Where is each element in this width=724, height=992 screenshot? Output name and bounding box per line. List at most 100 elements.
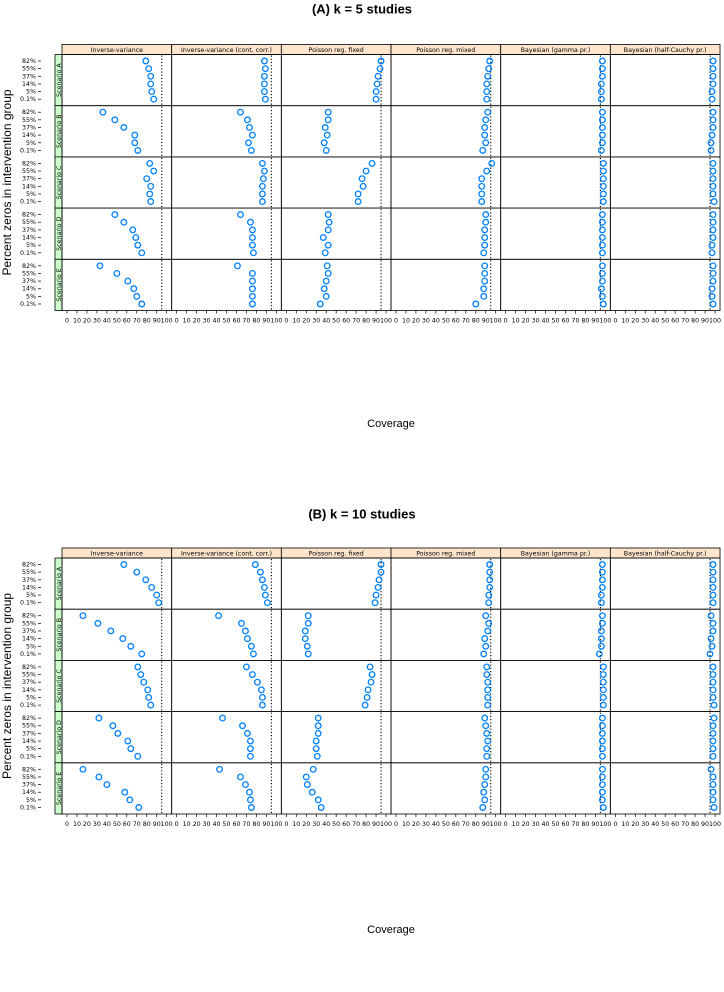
panel-cell xyxy=(61,105,173,158)
data-point xyxy=(598,781,606,789)
data-point xyxy=(484,627,492,635)
x-axis-label: Coverage xyxy=(367,418,415,430)
x-tick-label: 100 xyxy=(490,318,502,325)
x-tick-label: 80 xyxy=(691,821,699,828)
panel-cell xyxy=(61,258,173,311)
panel-cell xyxy=(280,660,392,713)
x-tick-label: 80 xyxy=(362,318,370,325)
data-point xyxy=(598,108,606,116)
x-tick-label: 40 xyxy=(103,318,111,325)
data-point xyxy=(709,737,717,745)
data-point xyxy=(597,80,605,88)
panel-cell xyxy=(171,54,282,107)
data-point xyxy=(322,146,330,154)
data-point xyxy=(484,72,492,80)
x-tick-label: 100 xyxy=(380,821,392,828)
data-point xyxy=(709,627,717,635)
x-tick-label: 20 xyxy=(631,318,639,325)
data-point xyxy=(598,124,606,131)
x-tick-label: 0 xyxy=(504,318,508,325)
x-tick-label: 50 xyxy=(442,318,450,325)
data-point xyxy=(479,146,487,154)
data-point xyxy=(709,300,717,308)
x-tick-label: 50 xyxy=(661,318,669,325)
y-tick-label: 82% xyxy=(22,664,36,671)
data-point xyxy=(599,190,607,198)
data-point xyxy=(481,234,489,241)
data-point xyxy=(145,694,153,701)
data-point xyxy=(709,561,717,568)
method-label: Poisson reg. fixed xyxy=(309,47,364,54)
y-tick-label: 5% xyxy=(26,592,36,599)
x-tick-label: 70 xyxy=(681,318,689,325)
panel-cell xyxy=(171,258,282,311)
data-point xyxy=(260,583,268,591)
data-point xyxy=(368,159,376,167)
data-point xyxy=(481,714,489,722)
y-tick-label: 5% xyxy=(26,293,36,300)
y-tick-label: 37% xyxy=(22,730,36,737)
y-tick-label: 37% xyxy=(22,124,36,131)
data-point xyxy=(377,561,385,568)
data-point xyxy=(709,568,717,576)
data-point xyxy=(709,752,717,760)
scenario-label: Scenario D xyxy=(56,720,63,754)
x-tick-label: 30 xyxy=(203,318,211,325)
x-tick-label: 20 xyxy=(522,318,530,325)
y-tick-label: 5% xyxy=(26,643,36,650)
y-tick-label: 82% xyxy=(22,58,36,65)
data-point xyxy=(597,95,605,103)
data-point xyxy=(313,752,321,760)
data-point xyxy=(321,249,329,257)
data-point xyxy=(248,131,256,139)
data-point xyxy=(709,226,717,234)
data-point xyxy=(486,583,494,591)
x-tick-label: 30 xyxy=(641,318,649,325)
data-point xyxy=(709,80,717,88)
data-point xyxy=(598,765,606,773)
x-tick-label: 70 xyxy=(571,821,579,828)
data-point xyxy=(483,80,491,88)
x-tick-label: 40 xyxy=(542,318,550,325)
data-point xyxy=(598,568,606,576)
x-tick-label: 90 xyxy=(701,821,709,828)
data-point xyxy=(598,561,606,568)
data-point xyxy=(598,729,606,737)
data-point xyxy=(140,678,148,686)
x-tick-label: 10 xyxy=(621,821,629,828)
data-point xyxy=(135,804,143,811)
x-tick-label: 70 xyxy=(462,821,470,828)
data-point xyxy=(482,642,490,650)
data-point xyxy=(708,88,716,96)
x-tick-label: 80 xyxy=(252,821,260,828)
data-point xyxy=(372,88,380,96)
data-point xyxy=(312,745,320,753)
data-point xyxy=(111,211,119,219)
y-tick-label: 5% xyxy=(26,140,36,147)
data-point xyxy=(598,131,606,139)
data-point xyxy=(488,159,496,167)
data-point xyxy=(323,262,331,270)
x-tick-label: 10 xyxy=(183,318,191,325)
data-point xyxy=(709,619,717,627)
data-point xyxy=(481,635,489,643)
data-point xyxy=(121,788,129,796)
data-point xyxy=(304,612,312,620)
x-tick-label: 100 xyxy=(380,318,392,325)
data-point xyxy=(709,218,717,226)
y-tick-label: 14% xyxy=(22,183,36,190)
data-point xyxy=(478,182,486,190)
data-point xyxy=(126,796,134,804)
data-point xyxy=(147,72,155,80)
data-point xyxy=(303,642,311,650)
panel-cell xyxy=(500,54,611,107)
data-point xyxy=(709,116,717,124)
data-point xyxy=(249,249,257,257)
data-point xyxy=(598,796,606,804)
data-point xyxy=(248,269,256,277)
x-tick-label: 100 xyxy=(270,318,282,325)
data-point xyxy=(147,701,155,709)
x-tick-label: 10 xyxy=(402,821,410,828)
data-point xyxy=(261,95,269,103)
y-tick-label: 0.1% xyxy=(20,199,36,206)
